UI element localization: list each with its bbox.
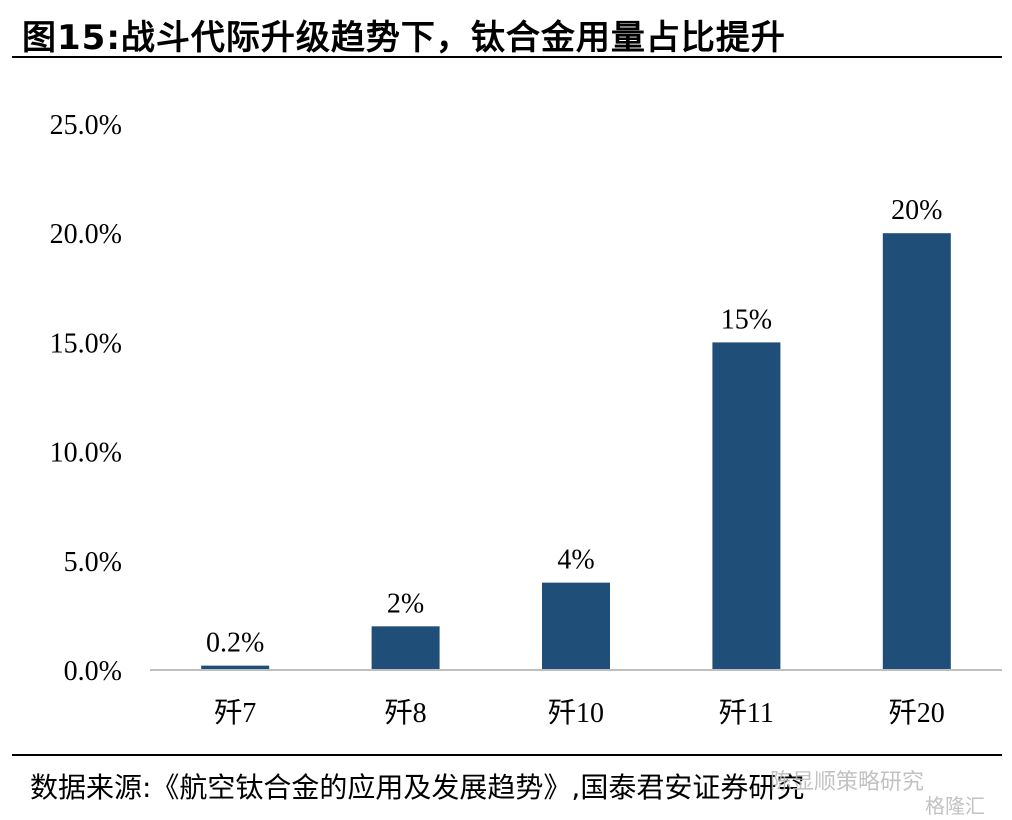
- bar: [371, 626, 440, 670]
- bar-chart: 0.0% 5.0% 10.0% 15.0% 20.0% 25.0% 0.2% 2% 4% 15%…: [50, 110, 1002, 729]
- y-tick-label: 20.0%: [50, 219, 122, 250]
- y-tick-label: 0.0%: [64, 656, 122, 687]
- data-label: 15%: [721, 304, 772, 335]
- x-tick-label: 歼8: [385, 698, 427, 729]
- watermark-logo-text: 格隆汇: [925, 794, 985, 818]
- watermark-text: 陈显顺策略研究: [770, 770, 925, 795]
- chart-title: 图15:战斗代际升级趋势下，钛合金用量占比提升: [22, 18, 786, 58]
- bar: [201, 665, 270, 670]
- y-tick-label: 5.0%: [64, 547, 122, 578]
- source-note: 数据来源:《航空钛合金的应用及发展趋势》,国泰君安证券研究: [30, 771, 805, 804]
- x-tick-label: 歼10: [548, 698, 604, 729]
- data-label: 20%: [891, 195, 942, 226]
- bar: [542, 582, 610, 670]
- x-axis-ticks: 歼7 歼8 歼10 歼11 歼20: [214, 698, 945, 729]
- y-axis-ticks: 0.0% 5.0% 10.0% 15.0% 20.0% 25.0%: [50, 110, 122, 687]
- data-labels: 0.2% 2% 4% 15% 20%: [206, 195, 942, 658]
- data-label: 0.2%: [206, 628, 264, 659]
- bar: [882, 233, 951, 670]
- top-divider: [12, 56, 1002, 58]
- data-label: 2%: [387, 588, 424, 619]
- bars: [201, 233, 951, 670]
- x-tick-label: 歼20: [889, 698, 945, 729]
- bottom-divider: [12, 754, 1002, 756]
- x-tick-label: 歼7: [214, 698, 256, 729]
- data-label: 4%: [557, 545, 594, 576]
- x-tick-label: 歼11: [719, 698, 774, 729]
- y-tick-label: 15.0%: [50, 328, 122, 359]
- bar: [712, 342, 781, 670]
- y-tick-label: 25.0%: [50, 110, 122, 141]
- y-tick-label: 10.0%: [50, 438, 122, 469]
